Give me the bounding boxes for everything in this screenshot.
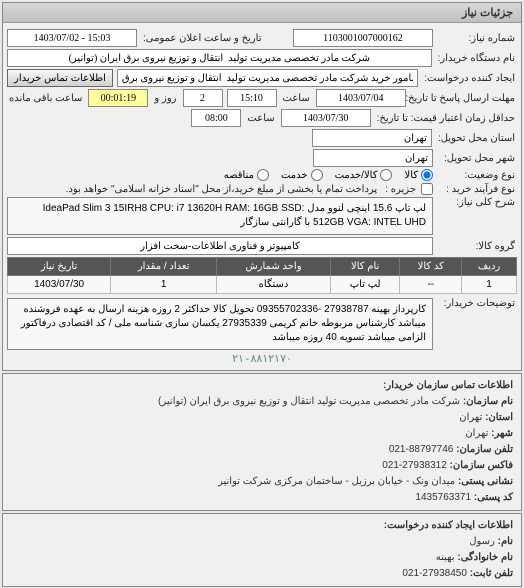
radio-monaghese[interactable]: مناقصه: [224, 169, 269, 181]
price-time-input[interactable]: [191, 109, 241, 127]
group-label: گروه کالا:: [437, 241, 517, 252]
deadline-time-input[interactable]: [227, 89, 277, 107]
th-idx: ردیف: [462, 258, 517, 276]
creator-label: ایجاد کننده درخواست:: [422, 73, 517, 84]
contact-fax: فاکس سازمان: 27938312-021: [11, 458, 513, 474]
condition-label: نوع وضعیت:: [437, 170, 517, 181]
th-unit: واحد شمارش: [217, 258, 331, 276]
radio-kala[interactable]: کالا: [404, 169, 433, 181]
th-code: کد کالا: [400, 258, 462, 276]
row-need-number: شماره نیاز: تاریخ و ساعت اعلان عمومی:: [7, 29, 517, 47]
days-input[interactable]: [183, 89, 223, 107]
row-price-validity: حداقل زمان اعتبار قیمت: تا تاریخ: ساعت: [7, 109, 517, 127]
requester-phone: تلفن ثابت: 27938450-021: [11, 566, 513, 582]
contact-province: استان: تهران: [11, 410, 513, 426]
radio-khadamat-input[interactable]: [311, 169, 323, 181]
buyer-notes-box: کارپرداز بهینه 27938787 -09355702336 تحو…: [7, 298, 433, 350]
announce-input[interactable]: [7, 29, 137, 47]
radio-kala-khadamat[interactable]: کالا/خدمت: [335, 169, 393, 181]
requester-title: اطلاعات ایجاد کننده درخواست:: [11, 518, 513, 534]
price-time-label: ساعت: [245, 113, 276, 124]
row-group: گروه کالا:: [7, 237, 517, 255]
row-city: شهر محل تحویل:: [7, 149, 517, 167]
province-input[interactable]: [312, 129, 432, 147]
deadline-label: مهلت ارسال پاسخ تا تاریخ:: [410, 93, 517, 104]
cell-idx: 1: [462, 276, 517, 294]
th-date: تاریخ نیاز: [8, 258, 111, 276]
desc-box: لپ تاپ 15.6 اینچی لنوو مدل IdeaPad Slim …: [7, 197, 433, 235]
panel-body: شماره نیاز: تاریخ و ساعت اعلان عمومی: نا…: [3, 23, 521, 370]
need-details-panel: جزئیات نیاز شماره نیاز: تاریخ و ساعت اعل…: [2, 2, 522, 371]
price-date-input[interactable]: [281, 109, 371, 127]
deadline-time-label: ساعت: [281, 93, 312, 104]
partial-checkbox[interactable]: [421, 183, 433, 195]
remain-input[interactable]: [88, 89, 148, 107]
city-input[interactable]: [313, 149, 433, 167]
hidden-phone-row: ۲۱-۸۸۱۲۱۷۰: [7, 352, 517, 366]
group-input[interactable]: [7, 237, 433, 255]
cell-code: --: [400, 276, 462, 294]
org-input[interactable]: [7, 49, 432, 67]
contact-org: نام سازمان: شرکت مادر تخصصی مدیریت تولید…: [11, 394, 513, 410]
need-number-label: شماره نیاز:: [437, 33, 517, 44]
panel-header: جزئیات نیاز: [3, 3, 521, 23]
city-label: شهر محل تحویل:: [437, 153, 517, 164]
contact-postal: نشانی پستی: میدان ونک - خیابان برزیل - س…: [11, 474, 513, 490]
price-validity-label: حداقل زمان اعتبار قیمت: تا تاریخ:: [375, 113, 517, 124]
requester-body: اطلاعات ایجاد کننده درخواست: نام: رسول ن…: [3, 514, 521, 586]
condition-radio-group: کالا کالا/خدمت خدمت مناقصه: [224, 169, 433, 181]
row-province: استان محل تحویل:: [7, 129, 517, 147]
contact-phone: تلفن سازمان: 88797746-021: [11, 442, 513, 458]
row-condition: نوع وضعیت: کالا کالا/خدمت خدمت مناقصه: [7, 169, 517, 181]
cell-qty: 1: [111, 276, 217, 294]
row-deadline: مهلت ارسال پاسخ تا تاریخ: ساعت روز و ساع…: [7, 89, 517, 107]
radio-kala-input[interactable]: [421, 169, 433, 181]
row-process: نوع فرآیند خرید : جزیره : پرداخت تمام یا…: [7, 183, 517, 195]
requester-name: نام: رسول: [11, 534, 513, 550]
days-label: روز و: [152, 93, 178, 104]
contact-panel: اطلاعات تماس سازمان خریدار: نام سازمان: …: [2, 373, 522, 511]
row-desc: شرح کلی نیاز: لپ تاپ 15.6 اینچی لنوو مدل…: [7, 197, 517, 235]
hidden-phone: ۲۱-۸۸۱۲۱۷۰: [232, 354, 292, 366]
need-number-input[interactable]: [293, 29, 433, 47]
buyer-notes-label: توضیحات خریدار:: [437, 298, 517, 309]
deadline-date-input[interactable]: [316, 89, 406, 107]
desc-label: شرح کلی نیاز:: [437, 197, 517, 208]
radio-m-input[interactable]: [257, 169, 269, 181]
row-creator: ایجاد کننده درخواست: اطلاعات تماس خریدار: [7, 69, 517, 87]
table-row[interactable]: 1 -- لپ تاپ دستگاه 1 1403/07/30: [8, 276, 517, 294]
cell-date: 1403/07/30: [8, 276, 111, 294]
row-org: نام دستگاه خریدار:: [7, 49, 517, 67]
contact-body: اطلاعات تماس سازمان خریدار: نام سازمان: …: [3, 374, 521, 510]
row-buyer-notes: توضیحات خریدار: کارپرداز بهینه 27938787 …: [7, 298, 517, 350]
contact-zip: کد پستی: 1435763371: [11, 490, 513, 506]
province-label: استان محل تحویل:: [436, 133, 517, 144]
partial-check[interactable]: جزیره :: [383, 183, 433, 195]
radio-kk-input[interactable]: [380, 169, 392, 181]
remain-label: ساعت باقی مانده: [7, 93, 84, 104]
announce-label: تاریخ و ساعت اعلان عمومی:: [141, 33, 264, 44]
th-qty: تعداد / مقدار: [111, 258, 217, 276]
contact-city: شهر: تهران: [11, 426, 513, 442]
org-label: نام دستگاه خریدار:: [436, 53, 517, 64]
process-text: پرداخت تمام یا بخشی از مبلغ خرید،از محل …: [7, 184, 379, 195]
items-table: ردیف کد کالا نام کالا واحد شمارش تعداد /…: [7, 257, 517, 294]
cell-unit: دستگاه: [217, 276, 331, 294]
requester-family: نام خانوادگی: بهینه: [11, 550, 513, 566]
contact-buyer-button[interactable]: اطلاعات تماس خریدار: [7, 69, 113, 87]
creator-input[interactable]: [117, 69, 418, 87]
th-name: نام کالا: [330, 258, 400, 276]
contact-title: اطلاعات تماس سازمان خریدار:: [11, 378, 513, 394]
radio-khadamat[interactable]: خدمت: [281, 169, 323, 181]
process-label: نوع فرآیند خرید :: [437, 184, 517, 195]
cell-name: لپ تاپ: [330, 276, 400, 294]
